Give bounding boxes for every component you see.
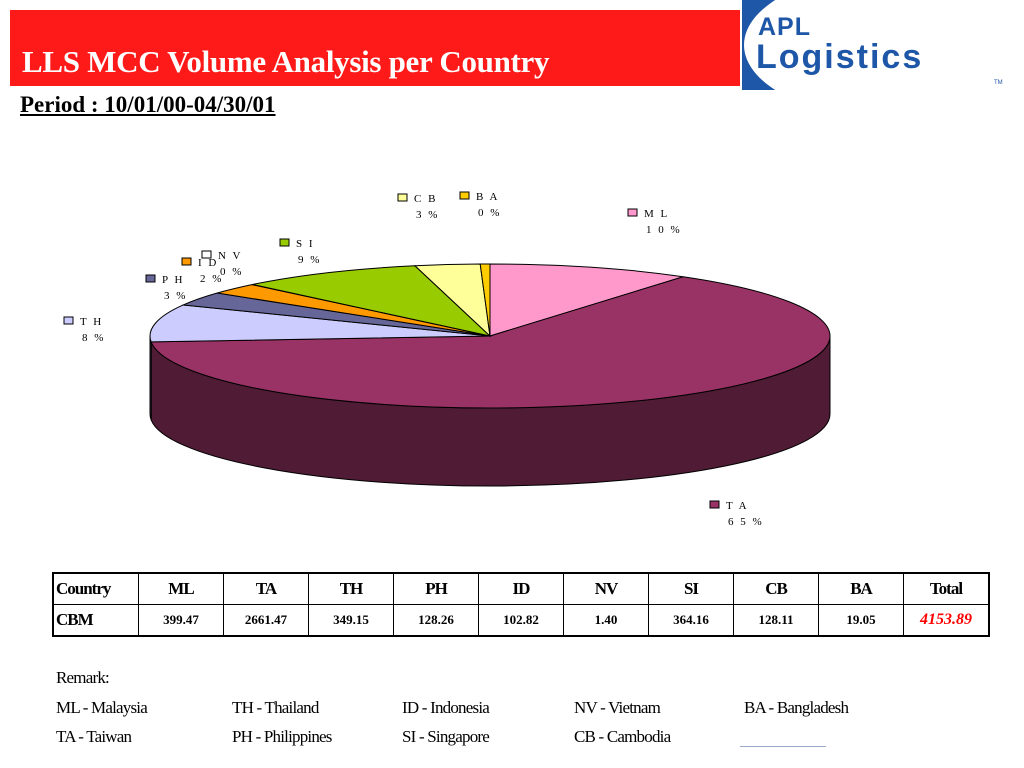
table-row: CBM 399.47 2661.47 349.15 128.26 102.82 … xyxy=(52,604,990,637)
pie-label-id: I D 2 % xyxy=(181,257,223,285)
slice-percent-label: 2 % xyxy=(200,273,223,285)
slice-percent-label: 3 % xyxy=(416,209,439,221)
slice-name-label: I D xyxy=(198,257,218,269)
logo-text-logistics: Logistics xyxy=(756,38,924,76)
table-header-cell: Country xyxy=(52,572,139,605)
pie-side-th xyxy=(149,335,152,421)
slice-name-label: T A xyxy=(726,500,749,512)
period-label: Period : 10/01/00-04/30/01 xyxy=(20,92,276,117)
slice-name-label: T H xyxy=(80,316,103,328)
pie-label-cb: C B 3 % xyxy=(397,193,439,221)
pie-slice-ba xyxy=(479,263,491,337)
table-row-label: CBM xyxy=(52,604,139,637)
slice-name-label: N V xyxy=(218,250,242,262)
pie-labels: M L 1 0 % T A 6 5 % T H 8 % P H 3 % I D 2 % N V 0 %… xyxy=(63,191,764,528)
pie-label-ml: M L 1 0 % xyxy=(627,208,682,236)
logo-trademark: TM xyxy=(994,80,1003,86)
pie-label-ph: P H 3 % xyxy=(145,274,187,302)
table-cell: 2661.47 xyxy=(223,604,309,637)
table-header-cell: ID xyxy=(478,572,564,605)
table-cell: 364.16 xyxy=(648,604,734,637)
logo-text-apl: APL xyxy=(758,13,811,41)
pie-slice-si xyxy=(252,265,492,337)
remark-item: BA - Bangladesh xyxy=(744,698,849,717)
table-header-row: Country ML TA TH PH ID NV SI CB BA Total xyxy=(52,572,990,605)
table-header-cell: PH xyxy=(393,572,479,605)
slice-name-label: P H xyxy=(162,274,184,286)
legend-swatch xyxy=(627,208,638,217)
legend-swatch xyxy=(181,257,192,266)
table-header-cell: NV xyxy=(563,572,649,605)
slice-percent-label: 9 % xyxy=(298,254,321,266)
legend-swatch xyxy=(145,274,156,283)
table-header-cell: CB xyxy=(733,572,819,605)
header-bar xyxy=(10,10,740,86)
remark-item: ID - Indonesia xyxy=(402,698,490,717)
legend-swatch xyxy=(63,316,74,325)
apl-logistics-logo: APL Logistics TM xyxy=(742,0,1012,90)
pie-label-ta: T A 6 5 % xyxy=(709,500,764,528)
slice-percent-label: 0 % xyxy=(220,266,243,278)
table-header-cell: TH xyxy=(308,572,394,605)
volume-table: Country ML TA TH PH ID NV SI CB BA Total… xyxy=(52,572,990,637)
page-title: LLS MCC Volume Analysis per Country xyxy=(22,44,550,79)
remark-item: NV - Vietnam xyxy=(574,698,661,717)
remark-item: ML - Malaysia xyxy=(56,698,148,717)
table-cell: 128.26 xyxy=(393,604,479,637)
table-cell: 349.15 xyxy=(308,604,394,637)
pie-label-th: T H 8 % xyxy=(63,316,105,344)
table-total-cell: 4153.89 xyxy=(903,604,990,637)
legend-swatch xyxy=(459,191,470,200)
slice-percent-label: 8 % xyxy=(82,332,105,344)
table-header-cell: TA xyxy=(223,572,309,605)
pie-label-si: S I 9 % xyxy=(279,238,321,266)
table-cell: 19.05 xyxy=(818,604,904,637)
remark-item: TH - Thailand xyxy=(232,698,319,717)
table-header-cell: BA xyxy=(818,572,904,605)
table-header-cell: SI xyxy=(648,572,734,605)
decorative-line xyxy=(740,746,826,747)
pie-slice-th xyxy=(149,304,491,343)
table-cell: 399.47 xyxy=(138,604,224,637)
remark-item: SI - Singapore xyxy=(402,727,490,746)
legend-swatch xyxy=(709,500,720,509)
remark-item: PH - Philippines xyxy=(232,727,332,746)
remarks-title: Remark: xyxy=(56,668,110,687)
slice-percent-label: 6 5 % xyxy=(728,516,764,528)
pie-slice-ta xyxy=(150,276,831,409)
table-cell: 128.11 xyxy=(733,604,819,637)
slice-name-label: S I xyxy=(296,238,315,250)
remark-item: TA - Taiwan xyxy=(56,727,132,746)
pie-label-ba: B A 0 % xyxy=(459,191,501,219)
slice-name-label: C B xyxy=(414,193,437,205)
logo-arc xyxy=(744,0,1012,90)
legend-swatch xyxy=(279,238,290,247)
table-header-cell: Total xyxy=(903,572,990,605)
slice-percent-label: 0 % xyxy=(478,207,501,219)
table-cell: 102.82 xyxy=(478,604,564,637)
slice-name-label: B A xyxy=(476,191,499,203)
legend-swatch xyxy=(397,193,408,202)
table-header-cell: ML xyxy=(138,572,224,605)
legend-swatch xyxy=(201,250,212,259)
slice-percent-label: 3 % xyxy=(164,290,187,302)
slice-percent-label: 1 0 % xyxy=(646,224,682,236)
pie-slice-ml xyxy=(489,263,684,337)
remark-item: CB - Cambodia xyxy=(574,727,671,746)
slice-name-label: M L xyxy=(644,208,669,220)
pie-label-nv: N V 0 % xyxy=(201,250,243,278)
table-cell: 1.40 xyxy=(563,604,649,637)
pie-chart: M L 1 0 % T A 6 5 % T H 8 % P H 3 % I D 2 % N V 0 %… xyxy=(63,191,831,528)
pie-slices xyxy=(149,263,831,409)
